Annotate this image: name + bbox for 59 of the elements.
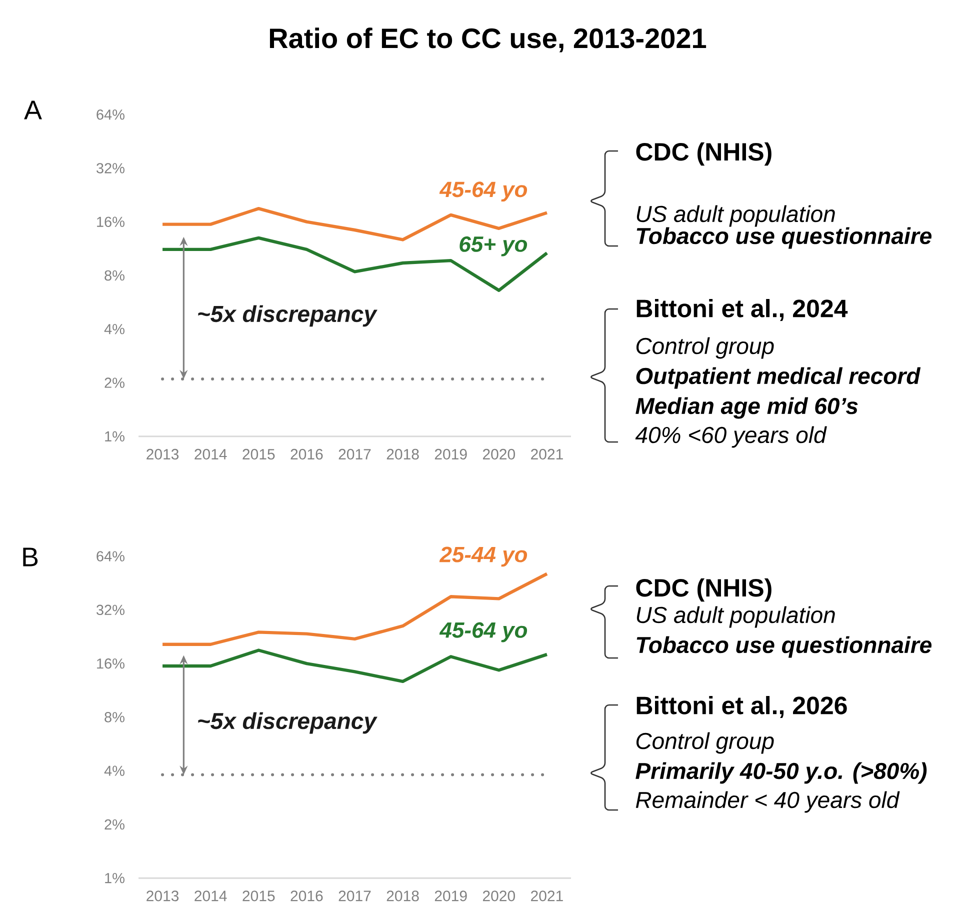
text: Tobacco use questionnaire bbox=[636, 227, 932, 249]
annotation: ~5x discrepancy bbox=[198, 712, 378, 734]
text: Control group bbox=[636, 732, 774, 754]
line-series bbox=[160, 572, 549, 646]
text: CDC (NHIS) bbox=[636, 578, 772, 602]
y-tick-label: 4% bbox=[104, 324, 124, 334]
text: Outpatient medical record bbox=[636, 367, 921, 389]
y-tick-label: 16% bbox=[97, 216, 124, 227]
text: Bittoni et al., 2024 bbox=[636, 298, 848, 321]
text: Median age mid 60’s bbox=[636, 397, 858, 419]
text: US adult population bbox=[636, 606, 835, 628]
y-tick-label: 1% bbox=[105, 431, 124, 442]
y-tick-label: 64% bbox=[96, 109, 124, 120]
y-tick-label: 64% bbox=[96, 551, 124, 562]
x-tick-label: 2018 bbox=[386, 890, 419, 902]
text: Control group bbox=[636, 337, 774, 359]
y-tick-label: 8% bbox=[104, 712, 124, 722]
series-label: 65+ yo bbox=[460, 236, 528, 256]
x-tick-label: 2021 bbox=[531, 448, 563, 460]
y-tick-label: 16% bbox=[97, 658, 124, 669]
text: B bbox=[23, 548, 38, 566]
text: Remainder < 40 years old bbox=[636, 791, 900, 813]
x-tick-label: 2019 bbox=[434, 448, 467, 460]
y-tick-label: 2% bbox=[104, 378, 124, 388]
y-tick-label: 8% bbox=[104, 270, 124, 281]
series-label: 25-44 yo bbox=[439, 546, 528, 567]
x-tick-label: 2015 bbox=[242, 448, 275, 460]
x-tick-label: 2015 bbox=[242, 890, 275, 902]
text: CDC (NHIS) bbox=[636, 142, 772, 166]
line-series bbox=[160, 648, 549, 684]
x-tick-label: 2016 bbox=[290, 890, 323, 902]
text: A bbox=[24, 100, 42, 120]
annotation: ~5x discrepancy bbox=[198, 305, 378, 327]
text: 40% <60 years old bbox=[635, 426, 827, 448]
x-tick-label: 2017 bbox=[338, 890, 371, 902]
text: Bittoni et al., 2026 bbox=[636, 696, 847, 718]
x-tick-label: 2020 bbox=[482, 448, 515, 460]
x-tick-label: 2014 bbox=[194, 890, 227, 902]
text: Primarily 40-50 y.o. (>80%) bbox=[636, 762, 927, 784]
text: US adult population bbox=[636, 205, 835, 227]
x-tick-label: 2020 bbox=[482, 890, 515, 902]
x-tick-label: 2016 bbox=[290, 448, 323, 460]
y-tick-label: 4% bbox=[104, 766, 124, 776]
y-tick-label: 32% bbox=[96, 604, 124, 616]
y-tick-label: 2% bbox=[104, 819, 124, 830]
y-tick-label: 32% bbox=[96, 163, 124, 174]
text: Tobacco use questionnaire bbox=[636, 636, 932, 658]
x-tick-label: 2019 bbox=[434, 890, 467, 902]
x-tick-label: 2013 bbox=[146, 448, 179, 460]
x-tick-label: 2013 bbox=[146, 890, 179, 902]
x-tick-label: 2021 bbox=[531, 890, 563, 902]
chart-title: Ratio of EC to CC use, 2013-2021 bbox=[270, 28, 706, 52]
series-label: 45-64 yo bbox=[439, 182, 528, 202]
x-tick-label: 2017 bbox=[338, 448, 371, 460]
x-tick-label: 2018 bbox=[386, 448, 419, 460]
y-tick-label: 1% bbox=[105, 873, 124, 884]
line-series bbox=[160, 236, 549, 292]
x-tick-label: 2014 bbox=[194, 448, 227, 460]
series-label: 45-64 yo bbox=[439, 622, 528, 642]
